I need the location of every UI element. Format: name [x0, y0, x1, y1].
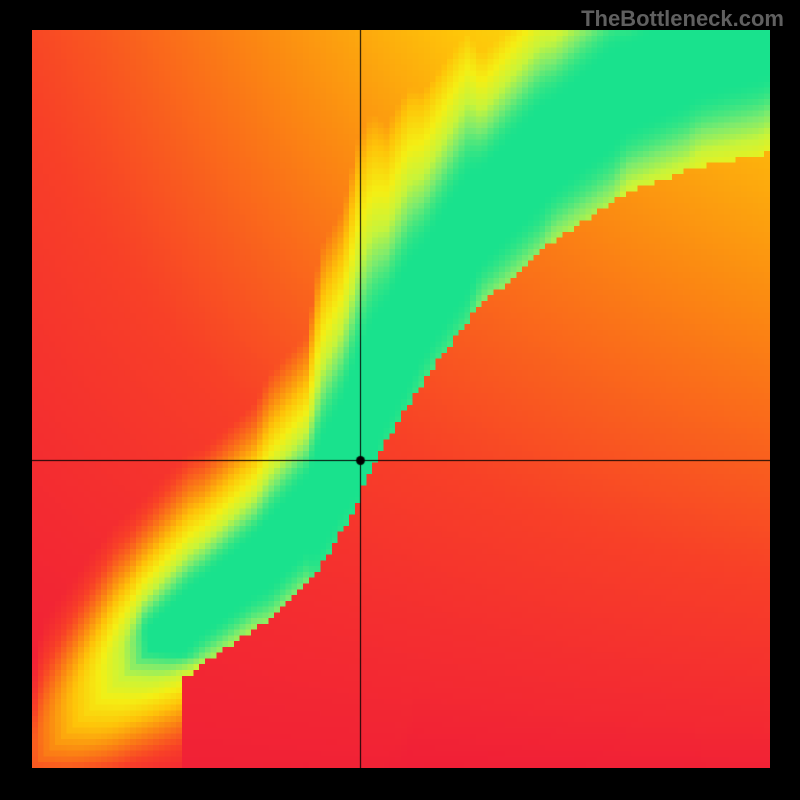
crosshair-overlay — [32, 30, 770, 768]
watermark-text: TheBottleneck.com — [581, 6, 784, 32]
chart-wrapper: TheBottleneck.com — [0, 0, 800, 800]
